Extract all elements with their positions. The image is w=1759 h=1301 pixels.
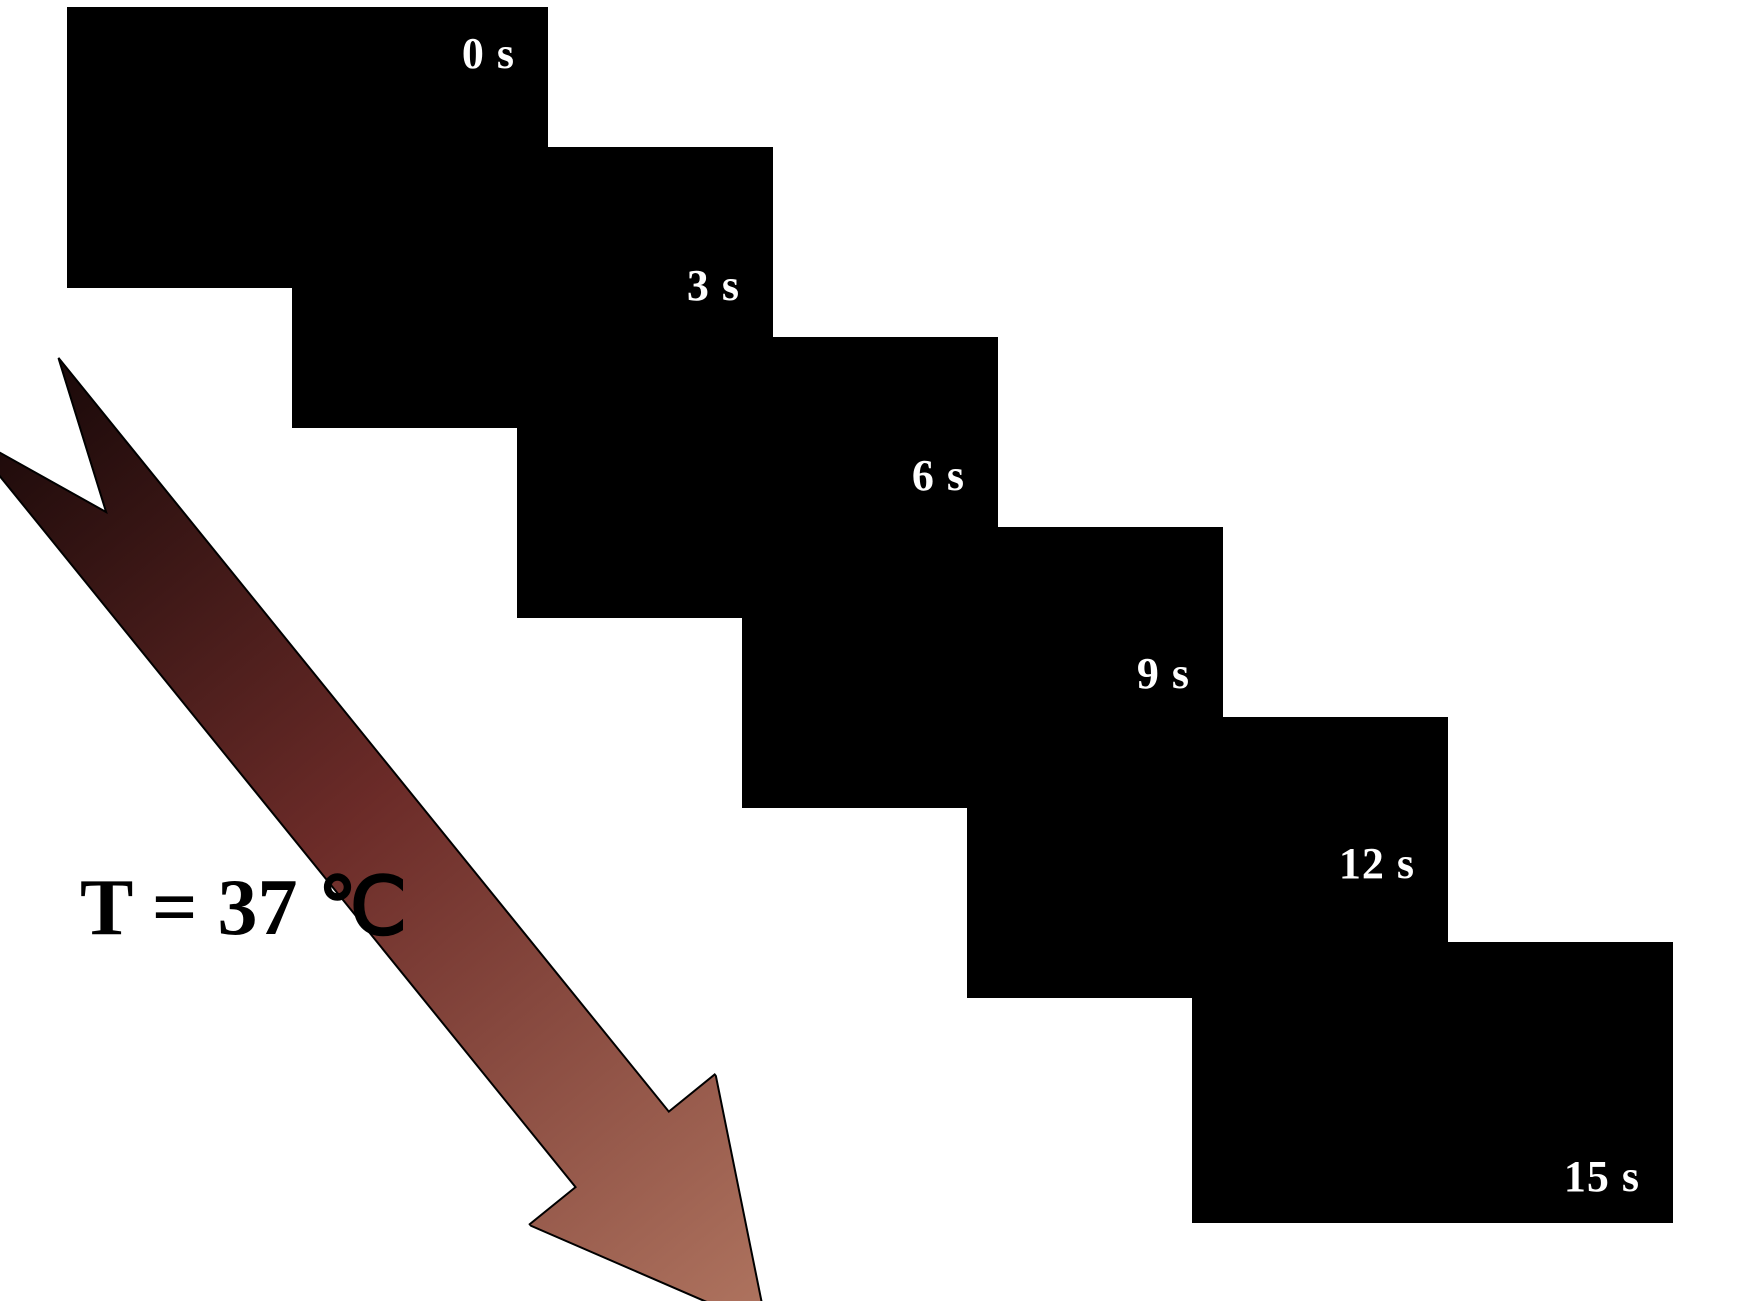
time-label-0s: 0 s [462, 28, 515, 79]
figure-canvas: 0 s 3 s 6 s 9 s 12 s 15 s T = 37 ℃ [0, 0, 1759, 1301]
panel-15s: 15 s [1195, 945, 1670, 1220]
time-label-3s: 3 s [687, 260, 740, 311]
time-label-6s: 6 s [912, 450, 965, 501]
time-label-9s: 9 s [1137, 648, 1190, 699]
time-label-15s: 15 s [1564, 1151, 1640, 1202]
time-label-12s: 12 s [1339, 838, 1415, 889]
temperature-label: T = 37 ℃ [80, 860, 407, 954]
